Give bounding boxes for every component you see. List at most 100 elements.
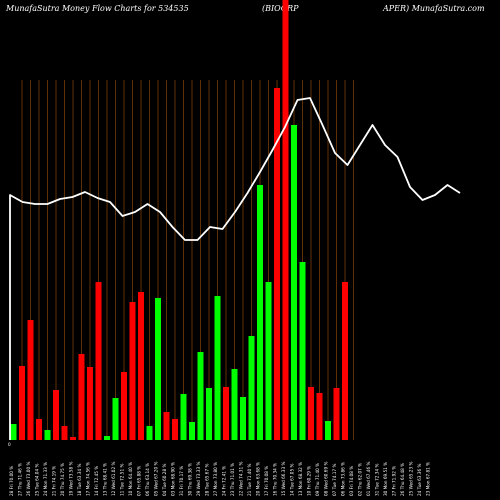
x-tick-label: 21 Fri 74.19 % xyxy=(52,466,57,496)
x-tick-label: 11 Tue 72.51 % xyxy=(120,464,125,496)
money-flow-bar xyxy=(163,412,170,440)
chart-title: MunafaSutra Money Flow Charts for 534535 xyxy=(6,4,189,13)
money-flow-bar xyxy=(78,354,85,440)
money-flow-bar xyxy=(180,394,187,440)
x-tick-label: 12 Wed 61.02 % xyxy=(111,462,116,496)
money-flow-bar xyxy=(308,387,314,440)
money-flow-bar xyxy=(104,436,110,440)
money-flow-bar xyxy=(231,369,238,440)
x-axis-ticks: 28 Fri 70.00 % 27 Thu 71.46 % 26 Wed 73.00… xyxy=(9,462,431,496)
money-flow-bar xyxy=(223,387,229,440)
x-tick-label: 03 Fri 74.08 % xyxy=(349,466,354,496)
x-tick-label: 29 Wed 73.33 % xyxy=(196,462,201,496)
x-tick-label: 24 Mon 71.33 % xyxy=(43,462,48,496)
money-flow-bar xyxy=(44,430,51,440)
money-flow-bar xyxy=(129,302,136,440)
money-flow-bar xyxy=(87,367,93,440)
x-tick-label: 03 Mon 68.90 % xyxy=(171,462,176,496)
money-flow-bar xyxy=(27,320,34,440)
x-tick-label: 28 Fri 70.00 % xyxy=(9,466,14,496)
x-tick-label: 23 Thu 71.01 % xyxy=(230,463,235,496)
money-flow-bar xyxy=(61,426,68,440)
x-tick-label: 07 Fri 65.88 % xyxy=(137,466,142,496)
x-tick-label: 04 Tue 60.28 % xyxy=(162,464,167,496)
x-tick-label: 28 Tue 65.67 % xyxy=(205,464,210,496)
x-tick-label: 08 Wed 60.69 % xyxy=(324,462,329,496)
x-tick-label: 30 Thu 69.38 % xyxy=(188,463,193,496)
money-flow-bar xyxy=(70,437,76,440)
money-flow-bar xyxy=(19,366,25,440)
money-flow-bar xyxy=(189,422,195,440)
money-flow-bar xyxy=(36,419,42,440)
money-flow-bar xyxy=(121,372,127,440)
money-flow-bar xyxy=(197,352,204,440)
money-flow-bar xyxy=(146,426,153,440)
money-flow-bar xyxy=(248,336,255,440)
money-flow-bar xyxy=(333,388,340,440)
x-tick-label: 26 Thu 64.48 % xyxy=(400,463,405,496)
x-tick-label: 16 Thu 70.34 % xyxy=(273,463,278,496)
x-tick-label: 05 Wed 67.20 % xyxy=(154,462,159,496)
money-flow-bar xyxy=(95,282,102,440)
x-tick-label: 23 Mon 67.81 % xyxy=(426,462,431,496)
x-tick-label: 20 Thu 74.75 % xyxy=(60,463,65,496)
x-tick-label: 18 Tue 63.34 % xyxy=(77,464,82,496)
x-tick-label: 17 Mon 74.56 % xyxy=(86,462,91,496)
x-tick-label: 20 Mon 63.68 % xyxy=(256,462,261,496)
money-flow-bar xyxy=(257,185,263,440)
x-tick-label: 13 Mon 68.32 % xyxy=(298,462,303,496)
money-flow-bar xyxy=(172,419,178,440)
price-line-path xyxy=(9,97,461,440)
money-flow-bar xyxy=(53,390,59,440)
x-tick-label: 10 Mon 64.40 % xyxy=(128,462,133,496)
money-flow-bar xyxy=(274,88,280,440)
x-tick-label: 14 Tue 67.05 % xyxy=(290,464,295,496)
x-tick-label: 01 Wed 67.46 % xyxy=(366,462,371,496)
x-tick-label: 14 Fri 72.45 % xyxy=(94,466,99,496)
x-tick-label: 15 Wed 66.33 % xyxy=(281,462,286,496)
x-tick-label: 30 Mon 69.51 % xyxy=(383,462,388,496)
x-tick-label: 06 Mon 73.86 % xyxy=(341,462,346,496)
x-tick-label: 25 Wed 65.23 % xyxy=(409,462,414,496)
money-flow-bar xyxy=(10,424,17,440)
money-flow-bar xyxy=(206,388,212,440)
x-tick-label: 19 Wed 73.58 % xyxy=(69,462,74,496)
money-flow-bar xyxy=(214,296,221,440)
x-tick-label: 06 Thu 63.14 % xyxy=(145,463,150,496)
money-flow-bar xyxy=(240,397,246,440)
x-tick-label: 31 Fri 70.17 % xyxy=(179,466,184,496)
money-flow-bar xyxy=(291,125,297,440)
x-tick-label: 10 Fri 60.29 % xyxy=(307,466,312,496)
x-tick-label: 27 Fri 71.92 % xyxy=(392,466,397,496)
chart-header: MunafaSutra Money Flow Charts for 534535… xyxy=(0,0,500,30)
price-line xyxy=(9,97,461,440)
x-tick-label: 25 Tue 64.04 % xyxy=(35,464,40,496)
x-tick-label: 27 Thu 71.46 % xyxy=(18,463,23,496)
x-tick-label: 27 Mon 73.80 % xyxy=(213,462,218,496)
money-flow-bar xyxy=(342,282,348,440)
money-flow-bar xyxy=(282,0,289,440)
site-name: APER) MunafaSutra.com xyxy=(383,4,485,13)
money-flow-bar xyxy=(316,393,323,440)
x-tick-label: 09 Thu 71.40 % xyxy=(315,463,320,496)
money-flow-bar xyxy=(138,292,144,440)
x-tick-label: 24 Tue 63.36 % xyxy=(417,464,422,496)
money-flow-bar xyxy=(112,398,119,440)
x-tick-label: 17 Fri 70.08 % xyxy=(264,466,269,496)
x-tick-label: 02 Thu 62.07 % xyxy=(358,463,363,496)
money-flow-bar xyxy=(155,298,161,440)
x-tick-label: 21 Tue 71.40 % xyxy=(247,464,252,496)
x-tick-label: 22 Wed 74.31 % xyxy=(239,462,244,496)
chart-ticker: (BIOGRP xyxy=(262,4,299,13)
x-tick-label: 07 Tue 74.17 % xyxy=(332,464,337,496)
money-flow-bar xyxy=(299,262,306,440)
y-axis-zero-label: 0 xyxy=(8,442,11,447)
money-flow-bar xyxy=(265,282,272,440)
x-tick-label: 13 Thu 68.41 % xyxy=(103,463,108,496)
money-flow-bar xyxy=(325,421,331,440)
bars xyxy=(10,0,348,440)
x-tick-label: 24 Fri 72.41 % xyxy=(222,466,227,496)
x-tick-label: 31 Tue 72.34 % xyxy=(375,464,380,496)
x-tick-label: 26 Wed 73.00 % xyxy=(26,462,31,496)
